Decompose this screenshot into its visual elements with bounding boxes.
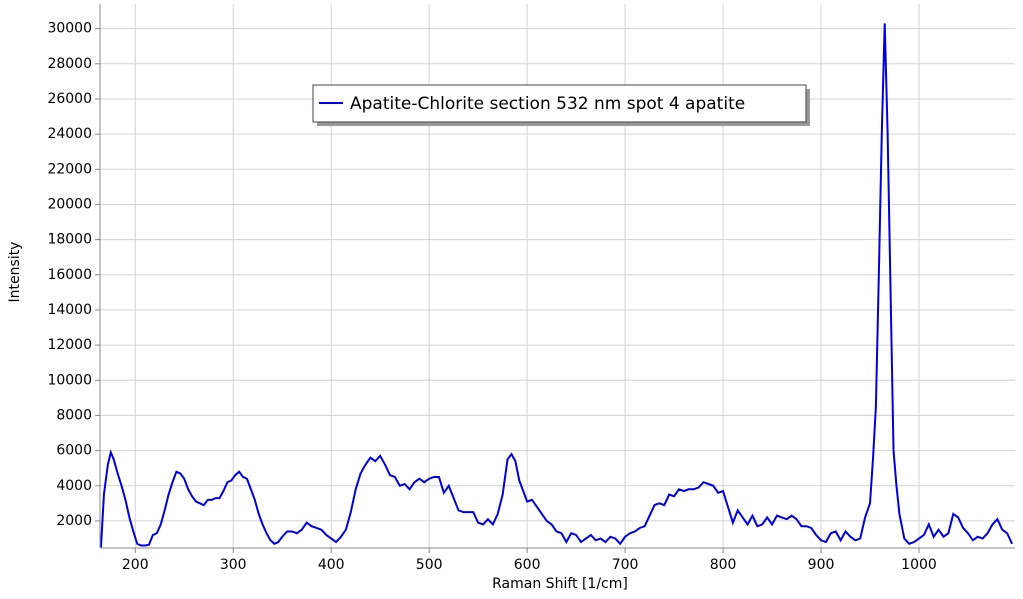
y-tick-label: 10000	[47, 372, 92, 388]
y-tick-label: 22000	[47, 161, 92, 177]
x-tick-label: 600	[514, 557, 541, 573]
x-tick-label: 1000	[901, 557, 937, 573]
x-tick-label: 900	[808, 557, 835, 573]
y-tick-label: 8000	[56, 407, 92, 423]
legend-label: Apatite-Chlorite section 532 nm spot 4 a…	[350, 94, 745, 114]
x-tick-label: 500	[416, 557, 443, 573]
x-axis-label: Raman Shift [1/cm]	[492, 576, 628, 592]
y-tick-label: 12000	[47, 337, 92, 353]
x-tick-label: 200	[122, 557, 149, 573]
y-tick-label: 30000	[47, 21, 92, 37]
data-line	[100, 23, 1013, 548]
y-axis-label: Intensity	[7, 242, 23, 303]
y-tick-label: 6000	[56, 443, 92, 459]
y-tick-label: 18000	[47, 232, 92, 248]
x-tick-label: 700	[612, 557, 639, 573]
y-tick-label: 4000	[56, 478, 92, 494]
y-tick-label: 26000	[47, 91, 92, 107]
y-tick-label: 20000	[47, 196, 92, 212]
x-tick-label: 300	[220, 557, 247, 573]
y-tick-label: 2000	[56, 513, 92, 529]
y-tick-label: 14000	[47, 302, 92, 318]
y-tick-label: 24000	[47, 126, 92, 142]
x-tick-label: 400	[318, 557, 345, 573]
x-tick-label: 800	[710, 557, 737, 573]
y-tick-label: 28000	[47, 56, 92, 72]
y-tick-label: 16000	[47, 267, 92, 283]
legend	[312, 84, 807, 123]
